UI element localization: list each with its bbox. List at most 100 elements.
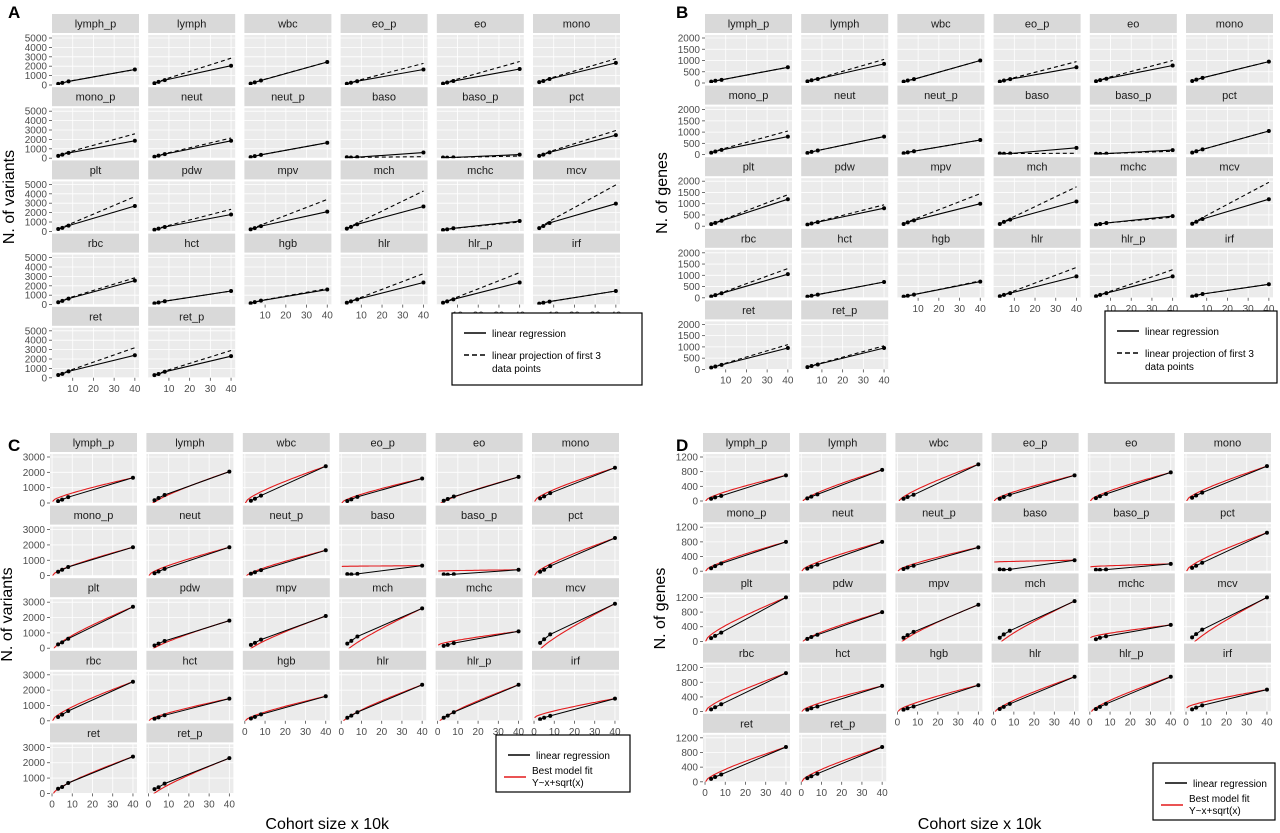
facet-ret: ret 0 1000 2000 3000 0 10 20 30 40 (23, 723, 139, 810)
data-point (997, 707, 1002, 712)
data-point (156, 300, 161, 305)
facet-lines (709, 130, 790, 155)
facet-plot-bg (242, 599, 330, 649)
facet-strip (146, 505, 234, 525)
data-point (809, 564, 814, 569)
regression-line (999, 474, 1075, 500)
legend-label-fit-formula: Y~x+sqrt(x) (532, 778, 584, 789)
x-tick-label: 10 (259, 727, 271, 738)
facet-plot-bg (993, 178, 1081, 227)
facet-label: neut (832, 508, 853, 520)
regression-line (903, 546, 979, 570)
data-point (1194, 293, 1199, 298)
x-tick-label: 10 (1009, 304, 1021, 315)
data-point (348, 224, 353, 229)
data-point (719, 702, 724, 707)
y-tick-label: 1000 (25, 144, 48, 155)
x-tick-label: 10 (67, 384, 79, 395)
data-point (325, 59, 330, 64)
facet-plot-bg (148, 327, 236, 378)
projection-line (903, 280, 981, 298)
data-point (56, 786, 61, 791)
facet-plot-bg (1087, 524, 1175, 572)
data-point (344, 81, 349, 85)
y-tick-label: 0 (39, 789, 45, 800)
x-tick-label: 40 (975, 304, 987, 315)
data-point (445, 497, 450, 502)
data-point (783, 744, 788, 749)
facet-strip (436, 160, 524, 180)
facet-plot-bg (436, 108, 524, 159)
x-tick-label: 30 (493, 727, 505, 738)
data-point (421, 67, 426, 72)
data-point (229, 138, 234, 143)
data-point (227, 696, 232, 701)
model-fit-line (801, 685, 883, 712)
facet-lines (342, 682, 425, 721)
x-tick-label: 30 (954, 304, 966, 315)
data-point (345, 499, 350, 503)
x-tick-label: 20 (1126, 304, 1138, 315)
facet-strip (532, 505, 619, 525)
model-fit-line (1089, 471, 1171, 501)
data-point (713, 78, 718, 83)
data-point (719, 147, 724, 152)
facet-label: mono_p (729, 90, 769, 102)
legend: linear regression linear projection of fi… (1104, 310, 1278, 384)
panel-letter: C (8, 436, 20, 455)
data-point (441, 155, 446, 159)
data-point (548, 564, 553, 569)
facet-strip (148, 233, 236, 253)
regression-line (154, 471, 230, 501)
x-tick-label: 10 (816, 788, 828, 799)
y-tick-label: 0 (39, 571, 45, 582)
data-point (809, 78, 814, 83)
data-point (248, 155, 253, 159)
facet-lines (344, 190, 426, 231)
data-point (56, 642, 61, 647)
facet-lines (439, 682, 521, 721)
x-tick-label: 20 (1222, 304, 1234, 315)
facet-strip (801, 85, 889, 105)
data-point (451, 641, 456, 646)
facet-plot-bg (705, 35, 792, 83)
regression-line (347, 565, 423, 575)
facet-lines (152, 349, 234, 378)
facet-label: lymph_p (728, 19, 770, 31)
x-tick-label: 30 (205, 384, 217, 395)
data-point (248, 716, 253, 721)
data-point (451, 572, 456, 576)
data-point (547, 76, 552, 81)
data-point (162, 493, 167, 498)
facet-strip (244, 233, 332, 253)
facet-label: mch (1027, 162, 1048, 174)
facet-hlr_p: hlr_p 0 10 20 30 40 (435, 650, 525, 738)
facet-strip (801, 14, 889, 33)
facet-label: mcv (566, 165, 587, 177)
facet-mono_p: mono_p 0 1000 2000 3000 (23, 505, 137, 582)
data-point (252, 714, 257, 719)
data-point (901, 707, 906, 712)
facet-lines (805, 134, 887, 155)
facet-label: mch (372, 583, 393, 595)
data-point (323, 614, 328, 618)
legend: linear regression linear projection of fi… (451, 312, 643, 386)
data-point (815, 492, 820, 497)
facet-lines (901, 137, 983, 155)
data-point (56, 81, 61, 85)
facet-label: rbc (739, 648, 755, 660)
facet-label: hlr_p (468, 238, 492, 250)
y-tick-label: 0 (41, 373, 47, 384)
data-point (719, 218, 724, 223)
data-point (1093, 707, 1098, 712)
facet-lines (437, 629, 521, 648)
facet-label: mono_p (76, 92, 116, 104)
data-point (60, 225, 65, 230)
legend-box (451, 312, 643, 386)
facet-baso_p: baso_p (435, 505, 523, 576)
projection-line (711, 66, 789, 83)
facet-strip (1087, 643, 1175, 663)
facet-label: hlr (1029, 648, 1042, 660)
facet-label: wbc (277, 19, 298, 31)
